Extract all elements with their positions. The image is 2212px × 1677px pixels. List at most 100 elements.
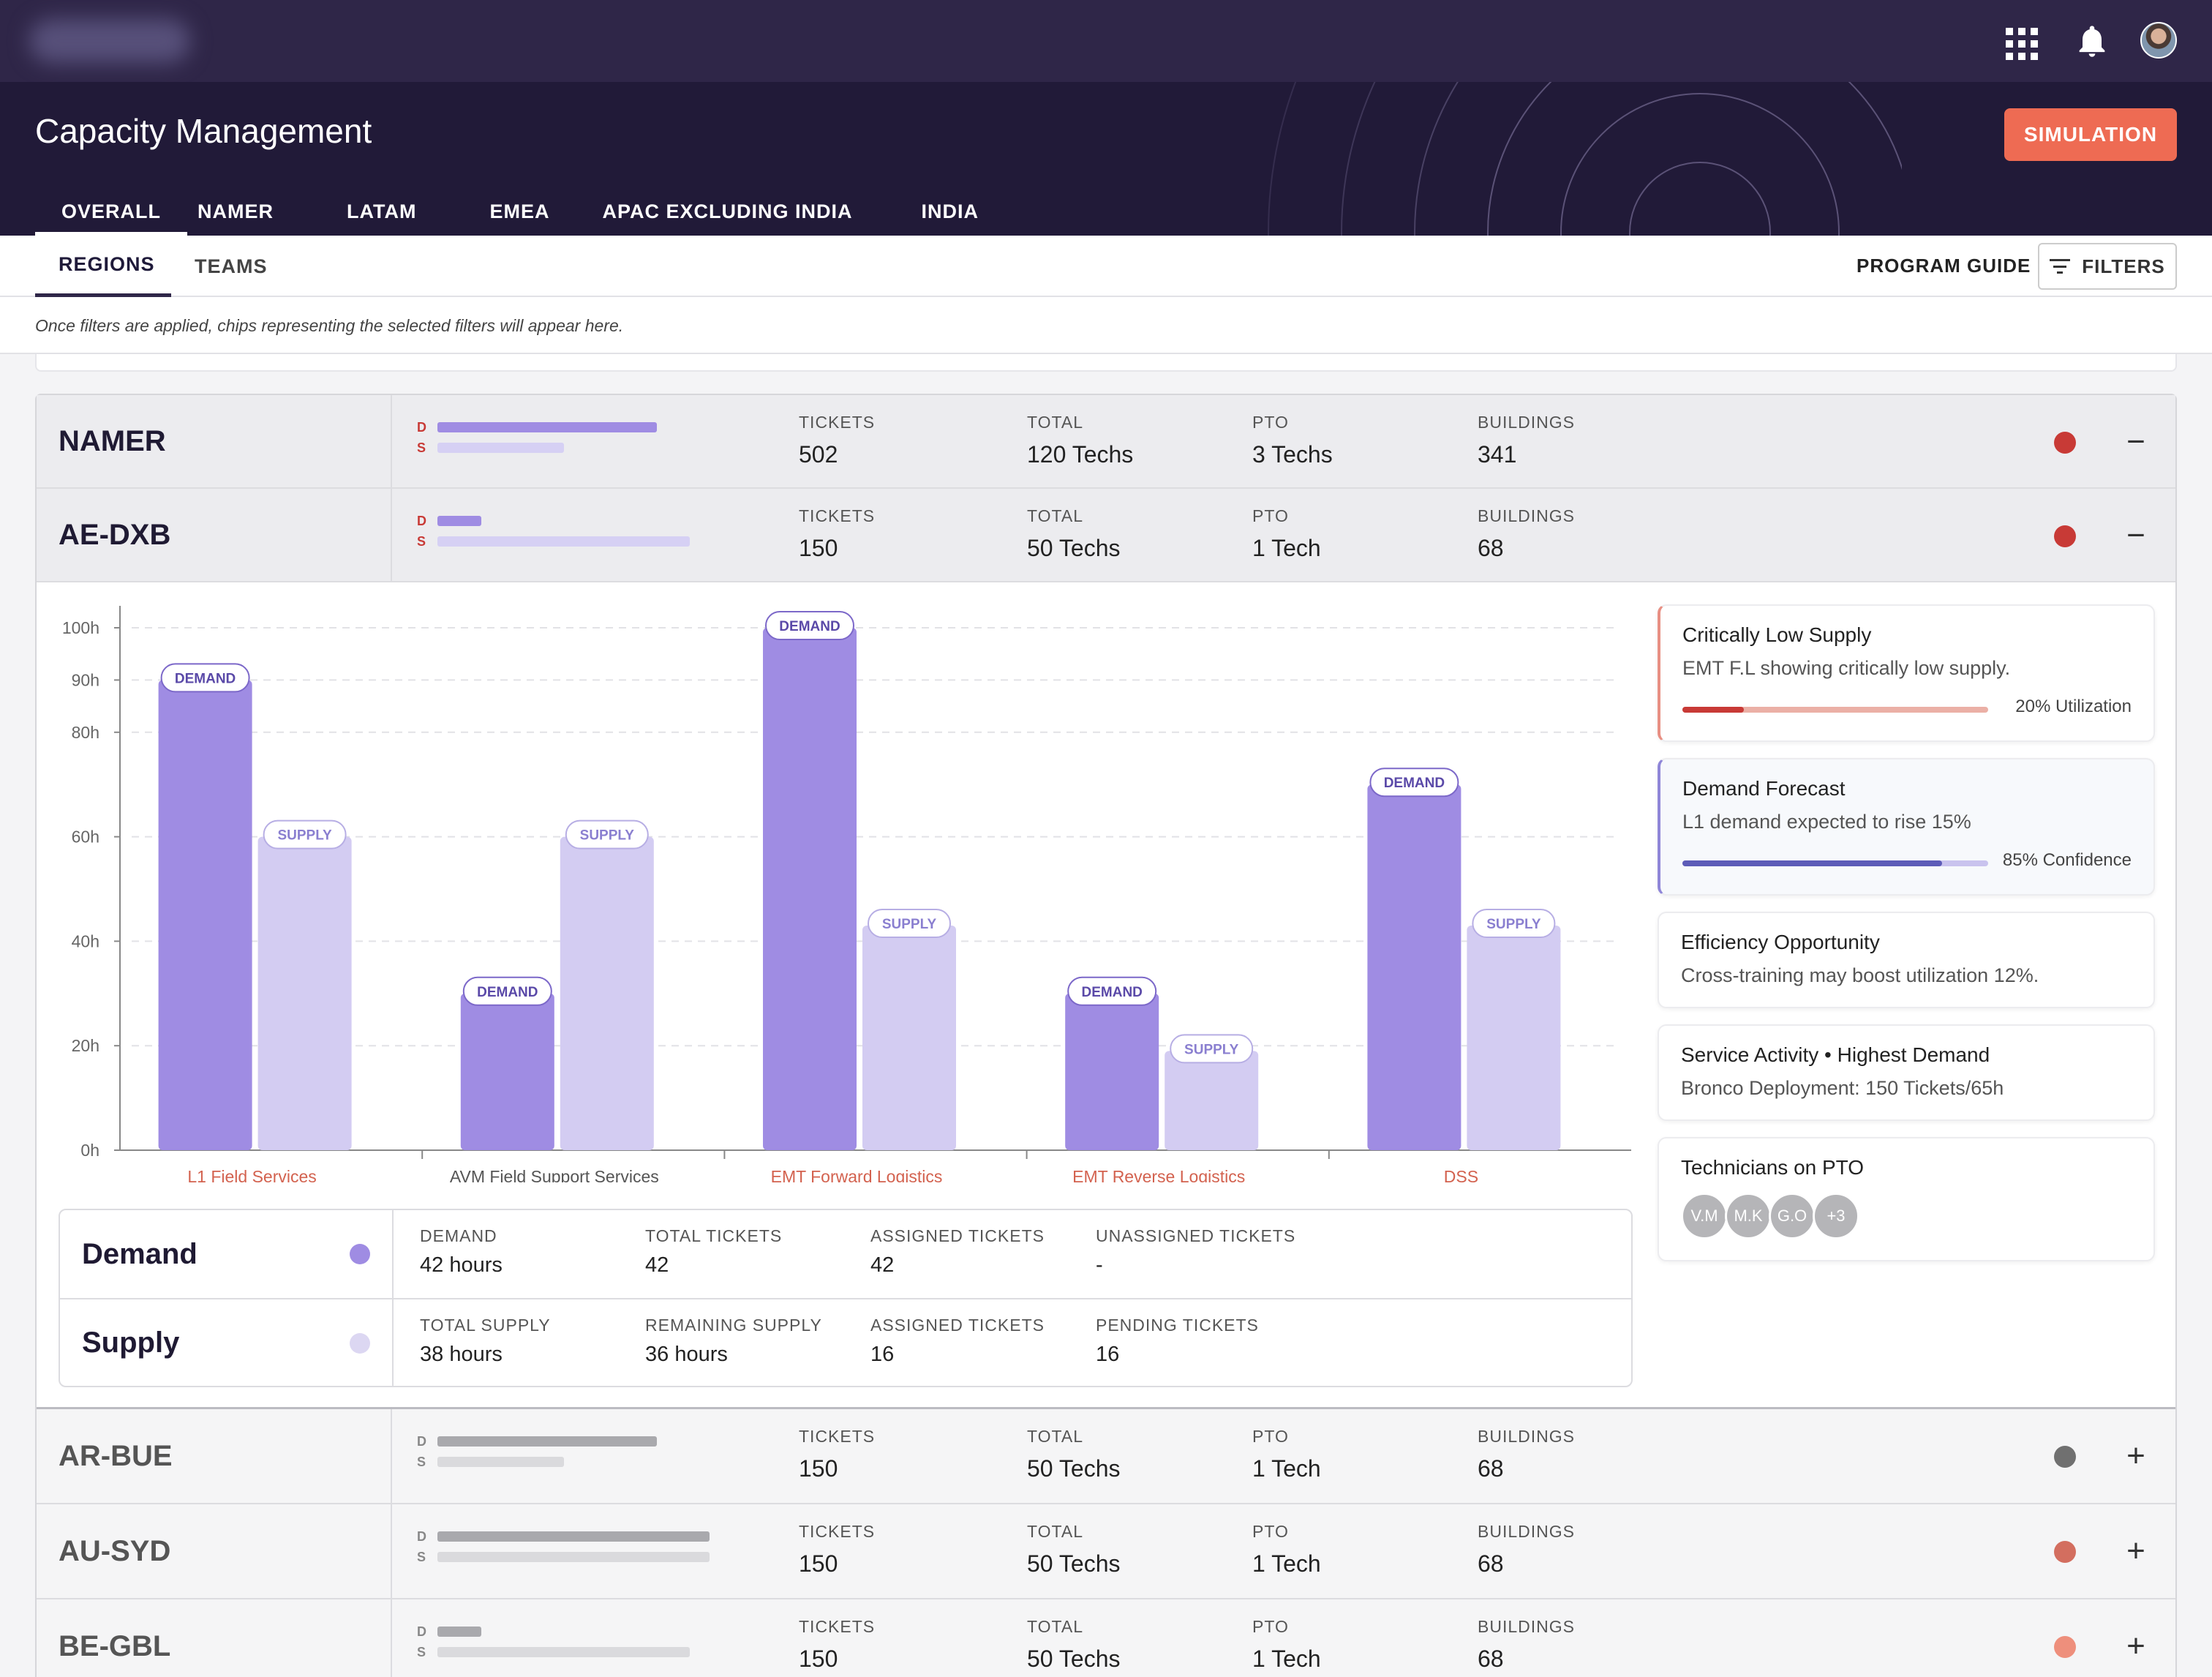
supply-mini-bar xyxy=(437,1457,564,1467)
apps-grid-icon[interactable] xyxy=(2000,22,2038,60)
region-name: BE-GBL xyxy=(37,1599,392,1677)
tab-overall[interactable]: OVERALL xyxy=(35,192,188,236)
supply-bar xyxy=(1467,925,1561,1150)
confidence-meter xyxy=(1682,860,1988,866)
region-name: NAMER xyxy=(37,395,392,487)
pto-more-avatar[interactable]: +3 xyxy=(1813,1193,1859,1239)
demand-pill xyxy=(765,611,854,640)
tab-emea[interactable]: EMEA xyxy=(489,200,550,222)
pto-avatar[interactable]: V.M xyxy=(1681,1193,1728,1239)
demand-bar xyxy=(1065,993,1159,1150)
y-tick-label: 60h xyxy=(72,828,99,847)
filter-hint-text: Once filters are applied, chips represen… xyxy=(35,316,624,335)
y-tick-label: 0h xyxy=(80,1141,99,1160)
supply-bar xyxy=(1165,1051,1259,1150)
filters-button[interactable]: FILTERS xyxy=(2038,243,2177,290)
demand-mini-bar xyxy=(437,516,481,526)
total-techs-stat: TOTAL 120 Techs xyxy=(1027,413,1134,468)
technicians-on-pto-card[interactable]: Technicians on PTO V.M M.K G.O +3 xyxy=(1658,1137,2155,1261)
pto-stat: PTO 1 Tech xyxy=(1252,1427,1321,1482)
supply-mini-bar xyxy=(437,443,564,453)
total-techs-stat: TOTAL 50 Techs xyxy=(1027,506,1121,561)
tab-apac-excluding-india[interactable]: APAC EXCLUDING INDIA xyxy=(602,200,853,222)
service-activity-card[interactable]: Service Activity • Highest Demand Bronco… xyxy=(1658,1024,2155,1121)
buildings-stat: BUILDINGS 68 xyxy=(1478,1522,1575,1577)
pto-avatar[interactable]: G.O xyxy=(1769,1193,1816,1239)
demand-data-label: DEMAND xyxy=(779,619,840,634)
supply-data-label: SUPPLY xyxy=(277,828,332,844)
status-indicator xyxy=(2054,525,2076,547)
top-app-bar xyxy=(0,0,2212,82)
region-list: NAMER D S TICKETS 502 TOTAL 120 Techs PTO 3… xyxy=(35,394,2177,1677)
notifications-bell-icon[interactable] xyxy=(2073,22,2111,60)
pto-avatar[interactable]: M.K xyxy=(1725,1193,1772,1239)
tab-india[interactable]: INDIA xyxy=(921,200,979,222)
demand-letter: D xyxy=(417,419,426,435)
supply-mini-bar xyxy=(437,1552,710,1562)
demand-pill xyxy=(1369,768,1459,798)
demand-supply-mini-bars: D S xyxy=(417,1526,710,1567)
pto-stat: PTO 1 Tech xyxy=(1252,1522,1321,1577)
tab-latam[interactable]: LATAM xyxy=(347,200,417,222)
region-row-au-syd[interactable]: AU-SYD D S TICKETS 150 TOTAL 50 Techs PTO 1… xyxy=(37,1504,2175,1599)
app-logo[interactable] xyxy=(29,19,190,63)
demand-supply-bar-chart: 0h 20h 40h 60h 80h 90h 100h DEMAND SUPPLY L1 Fiel… xyxy=(62,606,1631,1182)
expand-icon[interactable]: + xyxy=(2126,1533,2145,1569)
total-tickets-stat: TOTAL TICKETS 42 xyxy=(645,1226,783,1277)
tickets-stat: TICKETS 502 xyxy=(799,413,876,468)
tab-namer[interactable]: NAMER xyxy=(198,200,274,222)
page-header: Capacity Management SIMULATION OVERALL N… xyxy=(0,82,2212,236)
program-guide-link[interactable]: PROGRAM GUIDE xyxy=(1856,255,2031,277)
supply-pill xyxy=(1170,1034,1254,1064)
supply-pill xyxy=(1472,908,1556,938)
pto-stat: PTO 3 Techs xyxy=(1252,413,1333,468)
pto-stat: PTO 1 Tech xyxy=(1252,1617,1321,1672)
category-label: DSS xyxy=(1444,1167,1478,1182)
expand-icon[interactable]: + xyxy=(2126,1438,2145,1474)
demand-mini-bar xyxy=(437,422,657,432)
demand-bar xyxy=(158,680,252,1150)
category-label: EMT Forward Logistics xyxy=(771,1167,943,1182)
collapse-icon[interactable]: − xyxy=(2126,424,2145,459)
status-indicator xyxy=(2054,1541,2076,1563)
demand-supply-mini-bars: D S xyxy=(417,1621,710,1662)
y-tick-label: 80h xyxy=(72,723,99,742)
remaining-supply-stat: REMAINING SUPPLY 36 hours xyxy=(645,1316,822,1366)
user-avatar[interactable] xyxy=(2140,22,2177,59)
tab-teams[interactable]: TEAMS xyxy=(195,255,268,277)
filter-icon xyxy=(2050,259,2071,274)
region-row-namer[interactable]: NAMER D S TICKETS 502 TOTAL 120 Techs PTO 3… xyxy=(37,395,2175,489)
demand-pill xyxy=(462,976,552,1006)
simulation-button[interactable]: SIMULATION xyxy=(2004,108,2177,161)
buildings-stat: BUILDINGS 68 xyxy=(1478,1617,1575,1672)
tab-regions[interactable]: REGIONS xyxy=(35,236,171,297)
demand-summary-title: Demand xyxy=(60,1210,394,1298)
region-row-be-gbl[interactable]: BE-GBL D S TICKETS 150 TOTAL 50 Techs PTO 1… xyxy=(37,1599,2175,1677)
status-indicator xyxy=(2054,1446,2076,1468)
tickets-stat: TICKETS 150 xyxy=(799,1427,876,1482)
status-indicator xyxy=(2054,1636,2076,1658)
demand-data-label: DEMAND xyxy=(477,985,538,1000)
demand-letter: D xyxy=(417,1528,426,1544)
demand-mini-bar xyxy=(437,1436,657,1447)
supply-mini-bar xyxy=(437,1647,690,1657)
tickets-stat: TICKETS 150 xyxy=(799,1617,876,1672)
category-label: L1 Field Services xyxy=(187,1167,316,1182)
buildings-stat: BUILDINGS 68 xyxy=(1478,1427,1575,1482)
demand-supply-summary: Demand DEMAND 42 hours TOTAL TICKETS 42 AS… xyxy=(59,1209,1633,1387)
assigned-tickets-stat: ASSIGNED TICKETS 42 xyxy=(870,1226,1045,1277)
region-row-ar-bue[interactable]: AR-BUE D S TICKETS 150 TOTAL 50 Techs PTO 1… xyxy=(37,1409,2175,1504)
critically-low-supply-card[interactable]: Critically Low Supply EMT F.L showing cr… xyxy=(1658,604,2155,742)
demand-letter: D xyxy=(417,1433,426,1449)
demand-pill xyxy=(1067,976,1157,1006)
collapse-icon[interactable]: − xyxy=(2126,517,2145,553)
region-row-ae-dxb[interactable]: AE-DXB D S TICKETS 150 TOTAL 50 Techs PTO 1… xyxy=(37,489,2175,582)
page-title: Capacity Management xyxy=(35,112,372,150)
demand-forecast-card[interactable]: Demand Forecast L1 demand expected to ri… xyxy=(1658,758,2155,896)
efficiency-opportunity-card[interactable]: Efficiency Opportunity Cross-training ma… xyxy=(1658,912,2155,1008)
region-tabs: OVERALL NAMER LATAM EMEA APAC EXCLUDING … xyxy=(35,192,1005,236)
expand-icon[interactable]: + xyxy=(2126,1628,2145,1664)
supply-bar xyxy=(560,836,654,1150)
category-label: EMT Reverse Logistics xyxy=(1072,1167,1245,1182)
supply-letter: S xyxy=(417,1644,426,1659)
